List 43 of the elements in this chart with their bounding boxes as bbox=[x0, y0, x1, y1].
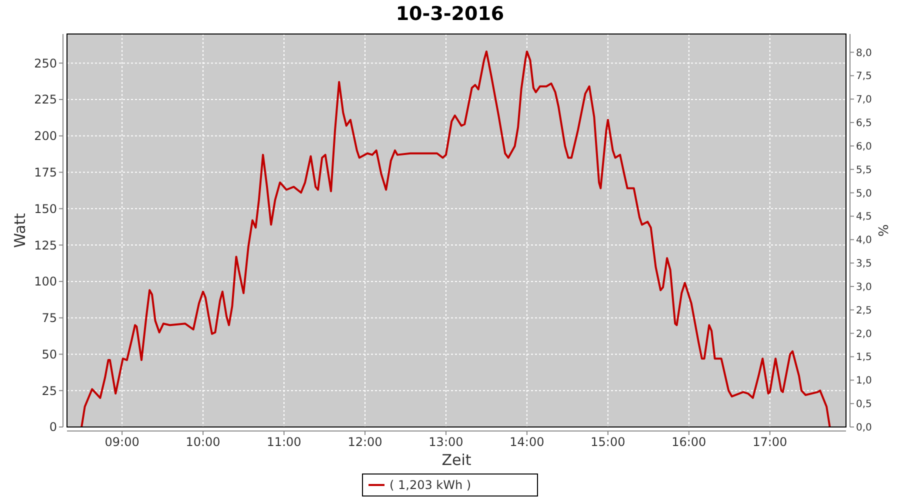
y2-tick-label: 3,0 bbox=[856, 282, 872, 293]
y-tick-label: 100 bbox=[34, 274, 57, 289]
y2-tick-label: 4,0 bbox=[856, 235, 872, 246]
x-tick-label: 10:00 bbox=[186, 435, 220, 449]
chart-title: 10-3-2016 bbox=[396, 3, 504, 25]
x-axis-title: Zeit bbox=[442, 451, 472, 469]
y2-tick-label: 2,0 bbox=[856, 328, 872, 340]
x-tick-label: 13:00 bbox=[428, 435, 464, 449]
y-tick-label: 75 bbox=[42, 311, 57, 326]
y-tick-label: 200 bbox=[34, 129, 57, 144]
y2-tick-label: 3,5 bbox=[856, 258, 872, 270]
y2-tick-label: 1,5 bbox=[856, 352, 872, 364]
y2-tick-label: 2,5 bbox=[856, 305, 872, 316]
y-tick-label: 0 bbox=[49, 420, 57, 434]
y2-axis-title: % bbox=[877, 224, 892, 237]
y2-tick-label: 7,5 bbox=[856, 71, 872, 82]
x-tick-label: 14:00 bbox=[510, 435, 544, 449]
x-tick-label: 11:00 bbox=[266, 435, 302, 449]
y-axis-title: Watt bbox=[11, 212, 29, 248]
line-series bbox=[80, 50, 831, 427]
y2-tick-label: 0,5 bbox=[856, 399, 872, 410]
y2-tick-label: 0,0 bbox=[856, 422, 872, 434]
y-tick-label: 25 bbox=[42, 384, 57, 398]
y2-tick-label: 5,0 bbox=[856, 188, 872, 200]
legend-label: ( 1,203 kWh ) bbox=[390, 478, 472, 492]
y-tick-label: 250 bbox=[34, 56, 57, 70]
y2-tick-label: 5,5 bbox=[856, 164, 872, 176]
y-tick-label: 150 bbox=[34, 202, 57, 216]
x-tick-label: 17:00 bbox=[752, 435, 788, 449]
y-tick-label: 125 bbox=[34, 238, 57, 252]
y2-tick-label: 4,5 bbox=[856, 212, 872, 223]
x-tick-label: 12:00 bbox=[348, 435, 382, 449]
y-tick-label: 175 bbox=[34, 165, 57, 180]
y2-tick-label: 7,0 bbox=[856, 94, 872, 106]
x-tick-label: 09:00 bbox=[104, 435, 140, 449]
y-tick-label: 50 bbox=[42, 347, 57, 362]
y2-tick-label: 6,5 bbox=[856, 118, 872, 130]
x-tick-label: 16:00 bbox=[672, 435, 706, 449]
y2-tick-label: 6,0 bbox=[856, 141, 872, 152]
y-tick-label: 225 bbox=[34, 92, 57, 107]
y2-tick-label: 1,0 bbox=[856, 376, 872, 387]
x-tick-label: 15:00 bbox=[590, 435, 626, 449]
y2-tick-label: 8,0 bbox=[856, 48, 872, 59]
